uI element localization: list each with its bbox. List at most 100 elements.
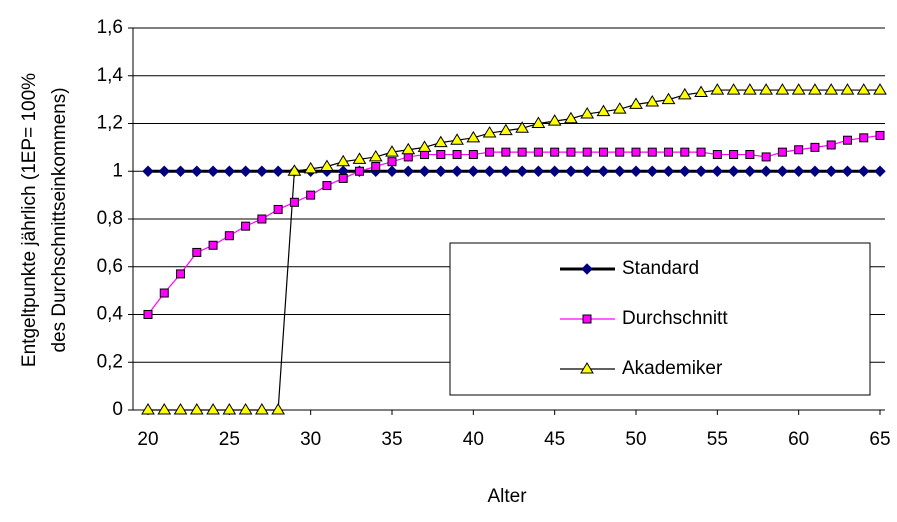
marker — [726, 83, 741, 95]
marker — [875, 130, 885, 140]
marker — [776, 165, 789, 177]
line — [147, 134, 881, 315]
marker — [859, 133, 869, 143]
marker — [466, 130, 481, 143]
marker — [680, 147, 690, 157]
marker — [354, 166, 364, 176]
marker — [759, 83, 774, 95]
marker — [191, 165, 203, 177]
legend-label: Akademiker — [622, 358, 723, 379]
y-tick-label: 1 — [112, 160, 123, 181]
marker — [452, 150, 462, 160]
marker — [550, 147, 560, 157]
y-tick-label: 1,4 — [97, 65, 124, 86]
x-tick-label: 20 — [137, 429, 158, 450]
x-tick-label: 25 — [219, 429, 240, 450]
marker — [223, 165, 236, 177]
marker — [482, 126, 497, 138]
marker — [192, 247, 202, 257]
marker — [385, 145, 399, 157]
x-tick-label: 55 — [707, 429, 728, 450]
marker — [289, 197, 299, 207]
marker — [141, 403, 155, 415]
y-tick-label: 0,2 — [97, 351, 123, 372]
marker — [273, 204, 283, 214]
marker — [580, 106, 595, 119]
marker — [483, 165, 496, 177]
marker — [742, 83, 757, 95]
legend-marker — [580, 362, 594, 374]
marker — [745, 150, 755, 160]
marker — [824, 83, 839, 95]
legend-marker — [582, 314, 592, 324]
marker — [352, 152, 367, 164]
marker — [598, 147, 608, 157]
marker — [614, 165, 626, 177]
marker — [485, 147, 495, 157]
marker — [531, 116, 546, 128]
marker — [565, 165, 577, 177]
marker — [173, 403, 188, 415]
marker — [256, 165, 268, 177]
x-tick-label: 65 — [869, 429, 890, 450]
marker — [729, 150, 739, 160]
marker — [239, 165, 252, 177]
marker — [257, 214, 267, 224]
marker — [433, 135, 448, 148]
marker — [517, 147, 527, 157]
marker — [386, 165, 398, 177]
marker — [303, 161, 318, 174]
marker — [664, 147, 674, 157]
marker — [760, 165, 772, 177]
marker — [777, 147, 787, 157]
marker — [371, 161, 381, 171]
marker — [792, 165, 805, 177]
marker — [794, 145, 804, 155]
marker — [809, 165, 821, 177]
marker — [826, 140, 836, 150]
marker — [143, 310, 153, 319]
marker — [695, 165, 707, 177]
marker — [322, 181, 332, 191]
marker — [696, 147, 706, 157]
marker — [241, 221, 251, 231]
marker — [532, 165, 545, 177]
marker — [208, 240, 218, 250]
marker — [515, 121, 530, 133]
marker — [596, 104, 611, 117]
legend-box — [449, 242, 871, 396]
marker — [712, 150, 722, 160]
marker — [874, 165, 886, 177]
marker — [566, 147, 576, 157]
marker — [711, 165, 724, 177]
marker — [387, 157, 397, 167]
marker — [174, 165, 187, 177]
marker — [306, 190, 316, 200]
legend-label: Standard — [622, 258, 699, 279]
marker — [435, 165, 447, 177]
marker — [402, 165, 414, 177]
marker — [677, 87, 692, 100]
x-axis-label: Alter — [487, 486, 527, 507]
marker — [645, 95, 660, 107]
marker — [661, 92, 676, 105]
marker — [631, 147, 641, 157]
y-axis-label: Entgeltpunkte jährlich (1EP= 100% — [19, 73, 40, 367]
x-tick-label: 35 — [381, 429, 402, 450]
marker — [451, 165, 463, 177]
legend-marker — [581, 263, 593, 275]
marker — [287, 164, 302, 176]
marker — [841, 165, 854, 177]
marker — [547, 114, 562, 126]
marker — [548, 165, 561, 177]
y-tick-label: 1,2 — [97, 113, 123, 134]
marker — [533, 147, 543, 157]
marker — [744, 165, 756, 177]
x-tick-label: 45 — [544, 429, 565, 450]
y-tick-label: 0,4 — [97, 304, 124, 325]
marker — [612, 102, 627, 114]
marker — [564, 111, 578, 124]
y-axis-label: des Durchschnittseinkommens) — [49, 87, 70, 352]
marker — [842, 135, 852, 145]
